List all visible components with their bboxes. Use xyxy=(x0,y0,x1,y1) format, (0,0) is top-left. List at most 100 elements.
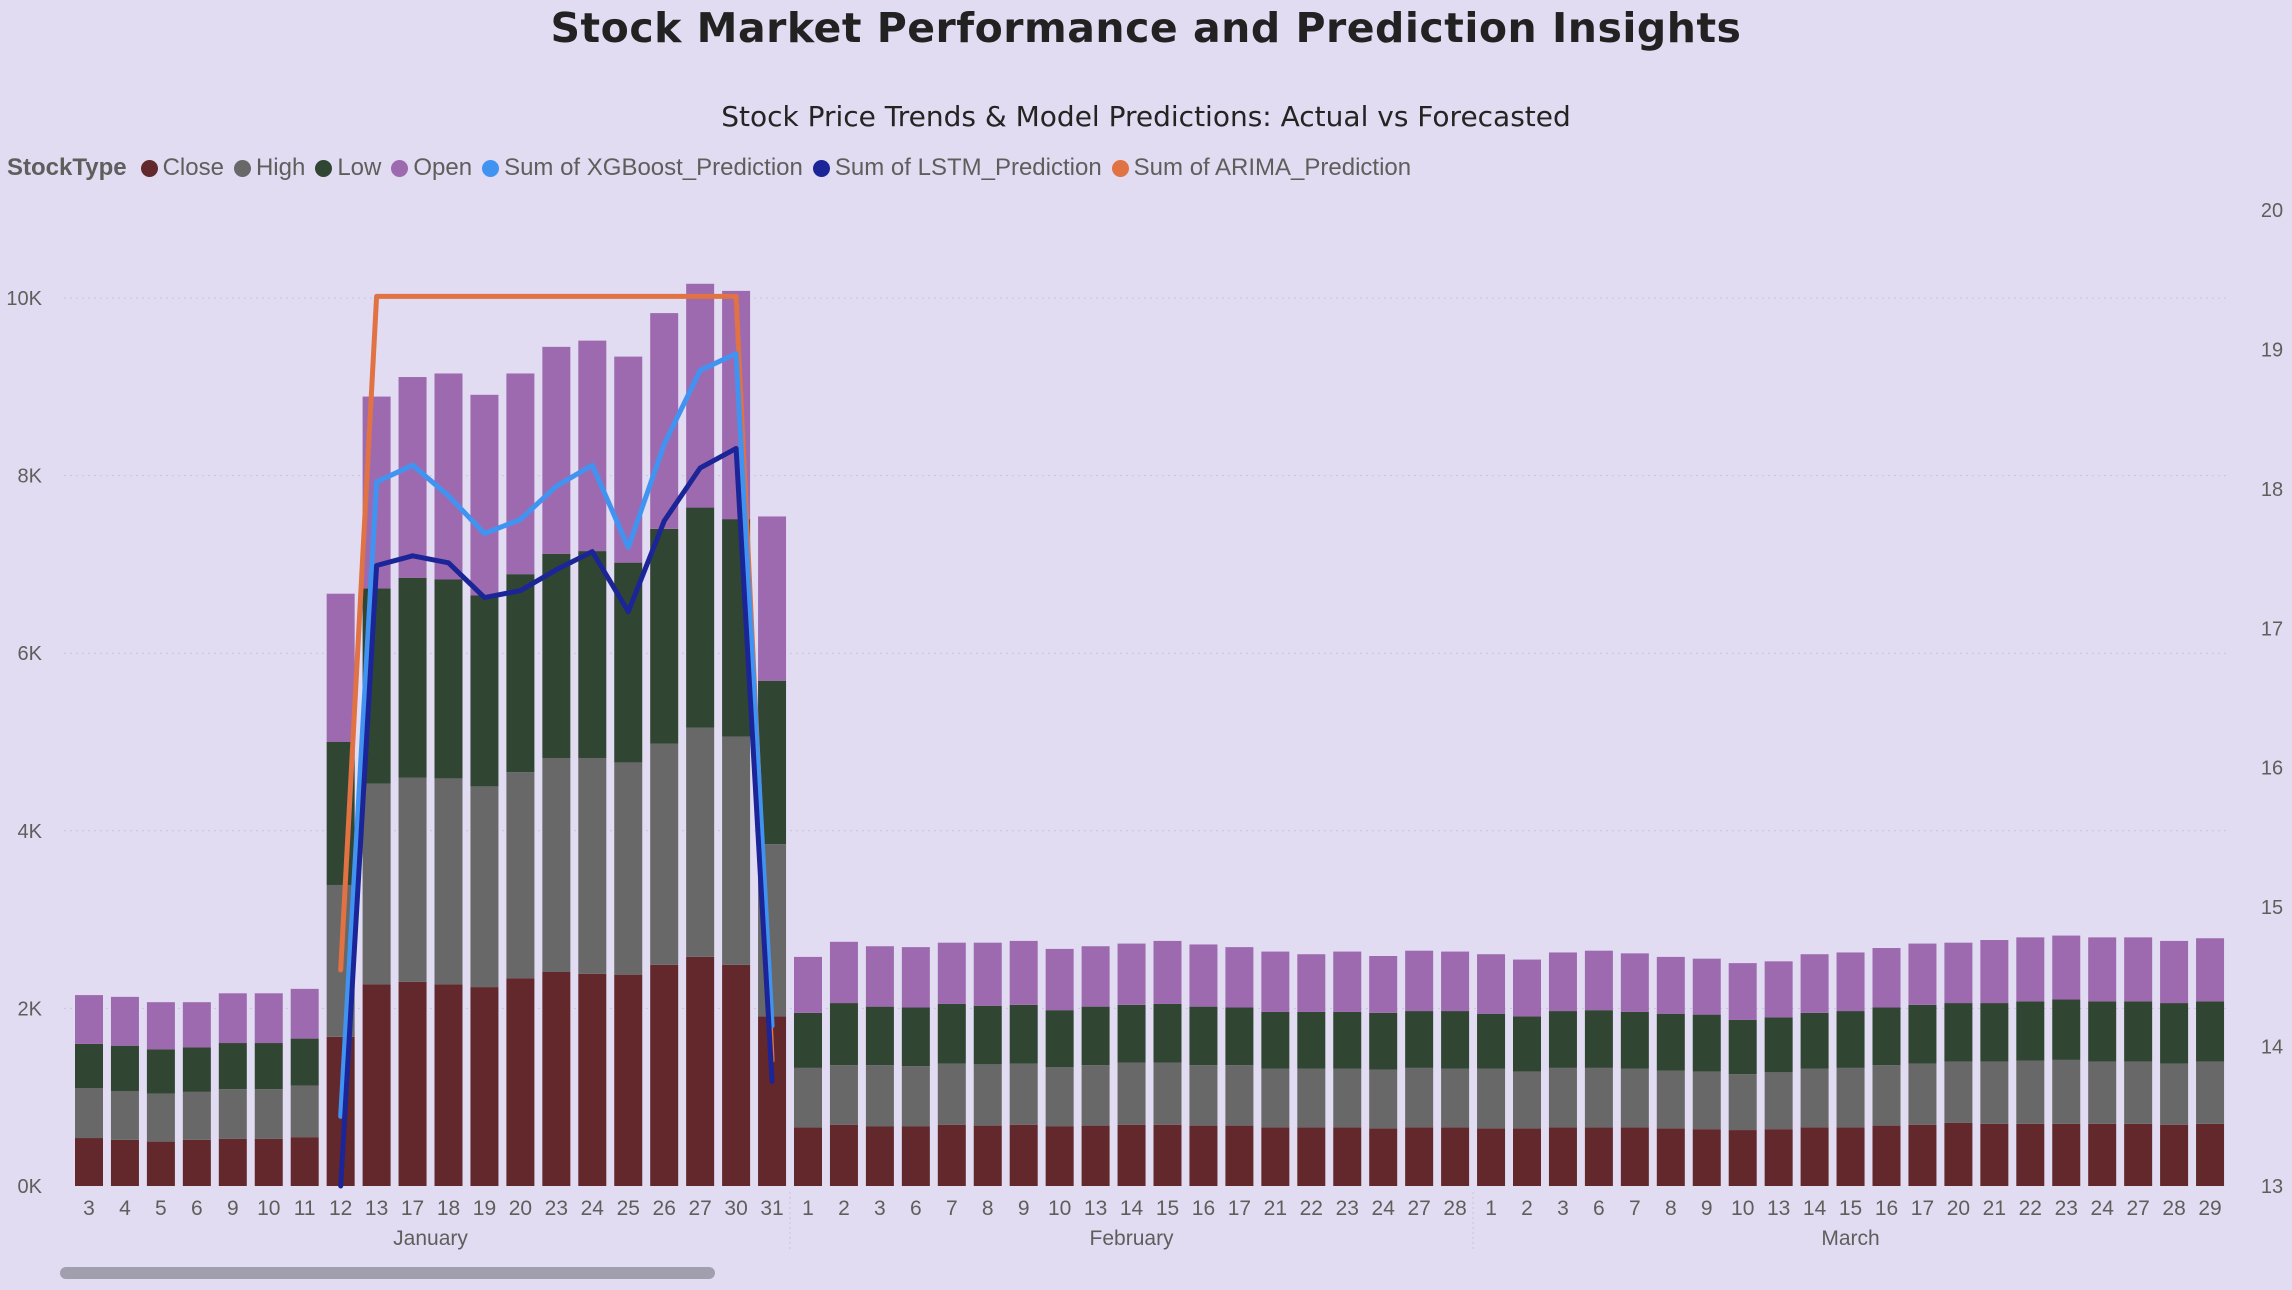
bar-close xyxy=(2160,1124,2189,1186)
x-tick-label: 12 xyxy=(329,1197,352,1220)
bar-low xyxy=(506,574,535,773)
bar-low xyxy=(1513,1016,1541,1072)
bar-low xyxy=(1081,1006,1110,1066)
x-tick-label: 9 xyxy=(1701,1197,1713,1220)
bar-high xyxy=(1548,1067,1577,1128)
bar-close xyxy=(686,956,715,1186)
bar-open xyxy=(1477,954,1506,1014)
bar-low xyxy=(1477,1013,1506,1069)
bar-low xyxy=(1225,1007,1254,1066)
bar-high xyxy=(75,1088,103,1139)
bar-open xyxy=(1584,950,1613,1011)
legend-item[interactable]: Sum of ARIMA_Prediction xyxy=(1111,154,1411,182)
bar-open xyxy=(1045,948,1074,1011)
bar-close xyxy=(1369,1128,1398,1186)
bar-high xyxy=(506,772,535,979)
y-right-tick-label: 15 xyxy=(2261,897,2283,919)
bar-low xyxy=(829,1003,858,1066)
bar-open xyxy=(470,394,499,596)
x-tick-label: 6 xyxy=(910,1197,922,1220)
bar-low xyxy=(2016,1001,2045,1061)
bar-high xyxy=(2196,1061,2225,1124)
legend-title: StockType xyxy=(7,154,127,181)
bar-low xyxy=(1189,1006,1218,1066)
bar-close xyxy=(2088,1123,2117,1186)
bar-close xyxy=(937,1124,966,1186)
bar-low xyxy=(1441,1011,1470,1069)
legend-item[interactable]: Close xyxy=(140,154,224,182)
bar-close xyxy=(1548,1127,1577,1186)
bar-close xyxy=(290,1137,319,1186)
bar-open xyxy=(1369,956,1398,1013)
bar-close xyxy=(75,1138,103,1186)
bar-low xyxy=(901,1007,930,1067)
bar-high xyxy=(434,778,463,985)
x-tick-label: 9 xyxy=(1018,1197,1030,1220)
bar-close xyxy=(542,971,571,1186)
x-tick-label: 20 xyxy=(509,1197,532,1220)
x-tick-label: 19 xyxy=(473,1197,496,1220)
bar-high xyxy=(1513,1071,1541,1129)
bar-close xyxy=(434,984,463,1186)
bar-open xyxy=(1764,961,1793,1018)
bar-low xyxy=(254,1043,283,1090)
bar-close xyxy=(218,1138,247,1186)
legend-dot-icon xyxy=(482,159,500,177)
legend-item[interactable]: Sum of LSTM_Prediction xyxy=(812,154,1102,182)
bar-close xyxy=(1513,1128,1541,1186)
bar-close xyxy=(1153,1124,1182,1186)
bar-open xyxy=(2124,937,2153,1002)
bar-low xyxy=(2196,1001,2225,1062)
bar-close xyxy=(1728,1130,1757,1186)
bar-low xyxy=(973,1005,1002,1065)
bar-close xyxy=(1800,1127,1829,1186)
y-right-tick-label: 16 xyxy=(2261,758,2283,780)
legend-item[interactable]: Open xyxy=(391,154,472,182)
bar-close xyxy=(1333,1127,1362,1186)
bar-close xyxy=(506,978,535,1186)
bar-low xyxy=(1405,1011,1434,1068)
bar-high xyxy=(578,757,607,974)
bar-open xyxy=(1656,956,1685,1014)
x-tick-label: 17 xyxy=(1228,1197,1251,1220)
bar-open xyxy=(578,340,607,552)
x-tick-label: 18 xyxy=(437,1197,460,1220)
legend-label: Sum of LSTM_Prediction xyxy=(834,154,1102,181)
bar-close xyxy=(254,1138,283,1186)
bar-close xyxy=(2196,1123,2225,1186)
x-tick-label: 6 xyxy=(191,1197,203,1220)
legend-dot-icon xyxy=(233,159,251,177)
bar-open xyxy=(1980,940,2009,1004)
bar-low xyxy=(2124,1001,2153,1062)
bar-open xyxy=(1620,953,1649,1012)
bar-low xyxy=(398,577,427,778)
bar-open xyxy=(2016,937,2045,1002)
legend-item[interactable]: Sum of XGBoost_Prediction xyxy=(482,154,803,182)
bar-close xyxy=(650,964,679,1186)
bar-low xyxy=(1369,1012,1398,1070)
x-tick-label: 1 xyxy=(1485,1197,1497,1220)
bar-close xyxy=(829,1124,858,1186)
bar-open xyxy=(1225,947,1254,1008)
bar-close xyxy=(398,981,427,1186)
bar-open xyxy=(398,377,427,578)
bar-close xyxy=(146,1141,175,1186)
bar-high xyxy=(1153,1062,1182,1125)
horizontal-scrollbar[interactable] xyxy=(60,1267,715,1279)
legend-item[interactable]: High xyxy=(233,154,305,182)
legend-item[interactable]: Low xyxy=(315,154,381,182)
legend-dot-icon xyxy=(315,159,333,177)
x-tick-label: 9 xyxy=(227,1197,239,1220)
bar-low xyxy=(2052,999,2081,1060)
bar-low xyxy=(1692,1014,1721,1072)
bar-close xyxy=(2016,1123,2045,1186)
bar-close xyxy=(1872,1125,1901,1186)
x-tick-label: 21 xyxy=(1983,1197,2006,1220)
bar-low xyxy=(218,1043,247,1090)
bar-low xyxy=(1836,1011,1865,1068)
bar-close xyxy=(1764,1129,1793,1186)
bar-low xyxy=(2088,1001,2117,1062)
bar-high xyxy=(865,1065,894,1127)
bar-open xyxy=(1872,948,1901,1008)
bar-high xyxy=(2088,1061,2117,1124)
